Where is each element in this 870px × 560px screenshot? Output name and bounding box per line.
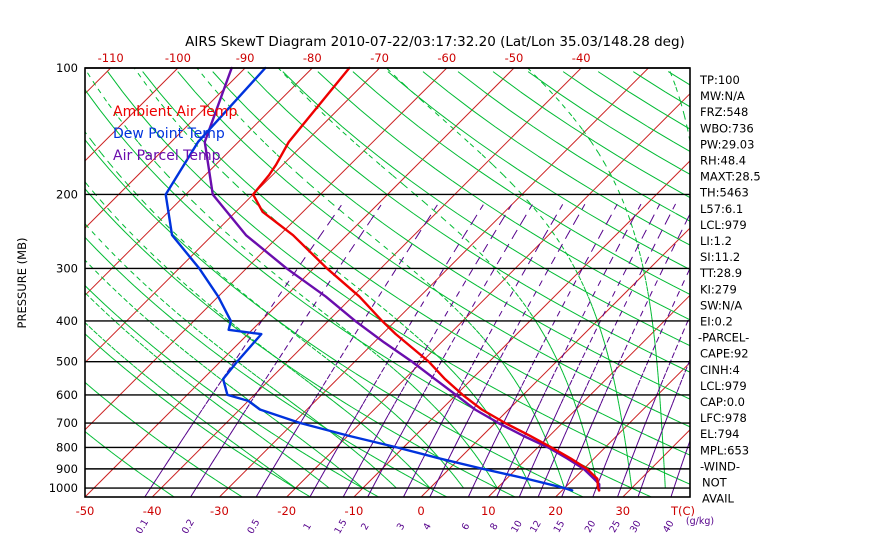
- mixing-ratio-tick-label: 15: [552, 519, 568, 535]
- parameter-tt: TT:28.9: [699, 266, 742, 280]
- parcel-cinh: CINH:4: [700, 363, 740, 377]
- parcel-section-title: -PARCEL-: [698, 331, 749, 345]
- parcel-cape: CAPE:92: [700, 347, 749, 361]
- legend-item-2: Air Parcel Temp: [113, 148, 221, 164]
- top-temp-tick-label: -80: [303, 51, 322, 65]
- parameter-wbo: WBO:736: [700, 121, 754, 135]
- ambient-temp-curve: [251, 66, 601, 492]
- mixing-ratio-axis: 0.1 0.2 0.5 1 1.5 2 3 4 6 8 10 12 15 20 25 30 40 (g/kg): [134, 516, 714, 536]
- top-temp-tick-label: -100: [165, 51, 191, 65]
- mixing-ratio-tick-label: 4: [421, 521, 434, 532]
- legend-item-1: Dew Point Temp: [113, 126, 225, 142]
- legend-item-0: Ambient Air Temp: [113, 104, 238, 120]
- parameter-sw: SW:N/A: [700, 298, 742, 312]
- mixing-ratio-tick-label: 12: [528, 519, 544, 535]
- bottom-temp-tick-label: -20: [277, 504, 296, 518]
- bottom-temp-axis: -50 -40 -30 -20 -10 0 10 20 30 T(C): [76, 504, 695, 518]
- top-temp-tick-label: -70: [370, 51, 389, 65]
- mixing-ratio-tick-label: 10: [509, 519, 525, 535]
- mixing-ratio-tick-label: 3: [395, 521, 408, 532]
- parameter-si: SI:11.2: [700, 250, 740, 264]
- pressure-axis-title: PRESSURE (MB): [15, 238, 29, 329]
- bottom-temp-tick-label: 20: [548, 504, 563, 518]
- parameter-mw: MW:N/A: [700, 89, 745, 103]
- bottom-temp-tick-label: -50: [76, 504, 95, 518]
- bottom-temp-tick-label: -10: [345, 504, 364, 518]
- parcel-temp-curve: [203, 66, 601, 492]
- mixing-ratio-tick-label: 20: [583, 519, 599, 535]
- parameter-panel: TP:100 MW:N/A FRZ:548 WBO:736 PW:29.03 RH:48.…: [698, 73, 761, 506]
- top-temp-axis: -110 -100 -90 -80 -70 -60 -50 -40: [98, 51, 591, 65]
- mixing-ratio-tick-label: 2: [359, 521, 372, 532]
- parameter-li: LI:1.2: [700, 234, 732, 248]
- top-temp-tick-label: -40: [572, 51, 591, 65]
- parcel-cap: CAP:0.0: [700, 395, 745, 409]
- parameter-ei: EI:0.2: [700, 315, 733, 329]
- parcel-el: EL:794: [700, 427, 740, 441]
- mixing-ratio-tick-label: 0.2: [180, 517, 197, 536]
- wind-section-title: -WIND-: [700, 459, 740, 473]
- moist-adiabat-lines: [84, 67, 691, 489]
- top-temp-tick-label: -90: [236, 51, 255, 65]
- parameter-rh: RH:48.4: [700, 154, 746, 168]
- pressure-tick-label: 700: [56, 416, 78, 430]
- pressure-tick-label: 800: [56, 440, 78, 454]
- bottom-temp-tick-label: 0: [417, 504, 424, 518]
- pressure-tick-label: 100: [56, 61, 78, 75]
- parcel-lfc: LFC:978: [700, 411, 747, 425]
- parameter-th: TH:5463: [699, 186, 749, 200]
- page-title: AIRS SkewT Diagram 2010-07-22/03:17:32.2…: [185, 34, 685, 50]
- top-temp-tick-label: -110: [98, 51, 124, 65]
- parameter-tp: TP:100: [699, 73, 740, 87]
- parameter-pw: PW:29.03: [700, 137, 754, 151]
- plot-frame: [84, 67, 691, 498]
- mixing-ratio-tick-label: 0.5: [245, 517, 262, 536]
- pressure-tick-label: 900: [56, 462, 78, 476]
- mixing-ratio-tick-label: 0.1: [134, 517, 151, 536]
- bottom-temp-tick-label: -40: [143, 504, 162, 518]
- mixing-ratio-tick-label: 30: [628, 519, 644, 535]
- mixing-ratio-tick-label: 1: [301, 521, 314, 532]
- bottom-temp-tick-label: 30: [615, 504, 630, 518]
- mixing-ratio-tick-label: 25: [608, 519, 624, 535]
- parcel-lcl: LCL:979: [700, 379, 747, 393]
- pressure-tick-label: 600: [56, 388, 78, 402]
- parameter-l57: L57:6.1: [700, 202, 743, 216]
- mixing-ratio-tick-label: 6: [460, 521, 473, 532]
- bottom-axis-title: T(C): [670, 504, 695, 518]
- bottom-temp-tick-label: -30: [210, 504, 229, 518]
- pressure-tick-label: 300: [56, 261, 78, 275]
- bottom-temp-tick-label: 10: [481, 504, 496, 518]
- mixing-ratio-tick-label: 40: [661, 519, 677, 535]
- pressure-tick-label: 200: [56, 188, 78, 202]
- parameter-maxt: MAXT:28.5: [700, 170, 761, 184]
- mixing-ratio-axis-title: (g/kg): [686, 516, 714, 527]
- pressure-tick-label: 500: [56, 355, 78, 369]
- mixing-ratio-tick-label: 1.5: [332, 517, 349, 536]
- parameter-ki: KI:279: [700, 282, 737, 296]
- parameter-frz: FRZ:548: [700, 105, 748, 119]
- parameter-lcl: LCL:979: [700, 218, 747, 232]
- pressure-tick-label: 1000: [49, 481, 78, 495]
- pressure-tick-label: 400: [56, 314, 78, 328]
- parcel-mpl: MPL:653: [700, 443, 749, 457]
- pressure-axis: 100 200 300 400 500 600 700 800 900 1000 PRESSURE …: [15, 61, 78, 495]
- mixing-ratio-tick-label: 8: [488, 521, 501, 532]
- legend: Ambient Air Temp Dew Point Temp Air Parcel…: [113, 104, 238, 164]
- wind-status-line: AVAIL: [702, 492, 735, 506]
- top-temp-tick-label: -50: [505, 51, 524, 65]
- top-temp-tick-label: -60: [437, 51, 456, 65]
- dewpoint-temp-curve: [164, 66, 574, 492]
- wind-status-line: NOT: [702, 476, 728, 490]
